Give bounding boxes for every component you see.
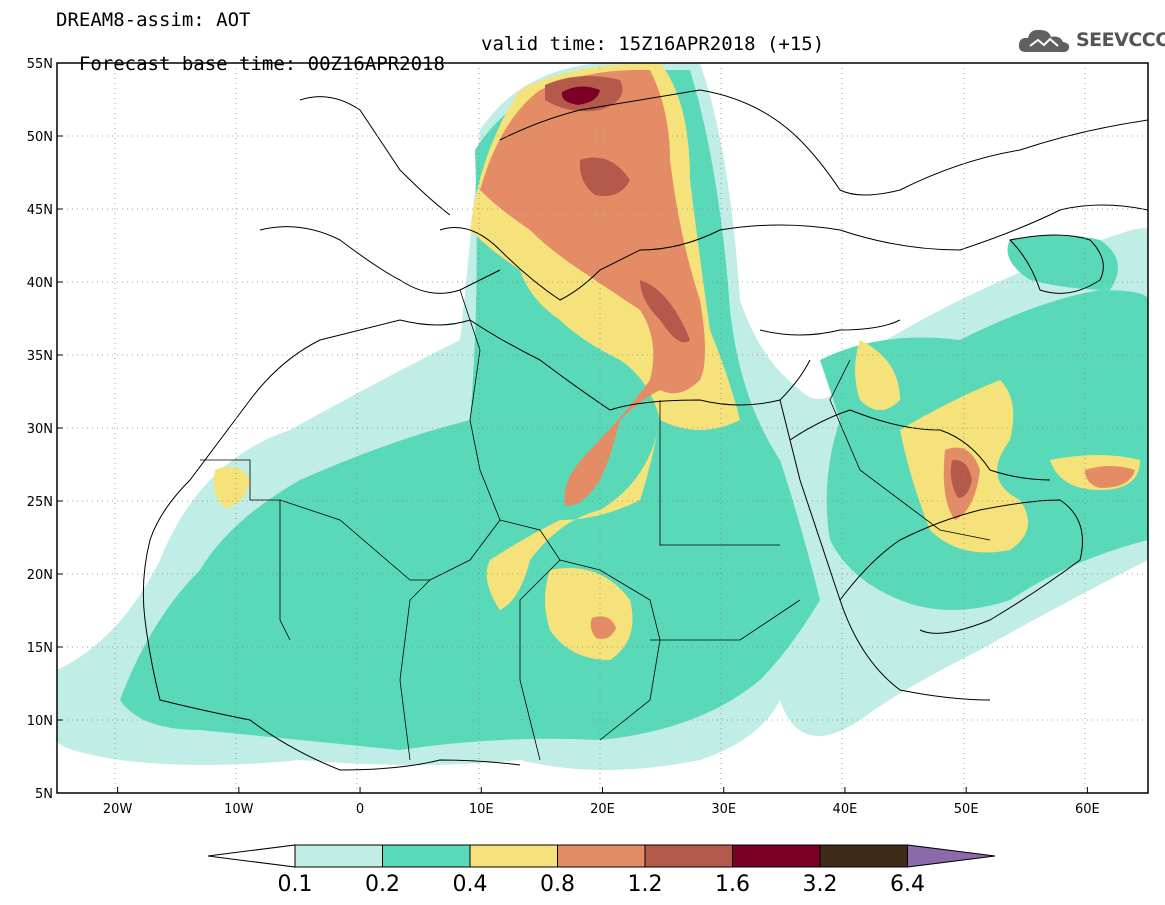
y-tick-label: 55N (27, 57, 53, 72)
valid-time: valid time: 15Z16APR2018 (+15) (481, 33, 825, 55)
colorbar-level-label: 0.1 (277, 872, 313, 897)
x-tick-label: 50E (954, 802, 979, 817)
y-tick-label: 40N (27, 276, 53, 291)
cloud-icon (1018, 29, 1070, 53)
figure-title: DREAM8-assim: AOT (56, 9, 251, 31)
x-tick-label: 10W (224, 802, 254, 817)
y-tick-label: 45N (27, 203, 53, 218)
coastlines (142, 89, 1148, 771)
colorbar-level-label: 1.6 (715, 872, 750, 897)
y-tick-label: 20N (27, 568, 53, 583)
x-tick-label: 0 (356, 802, 364, 817)
colorbar-level-label: 1.2 (627, 872, 663, 897)
x-tick-label: 20W (103, 802, 133, 817)
y-tick-label: 35N (27, 349, 53, 364)
y-tick-label: 10N (27, 714, 53, 729)
colorbar-level-label: 6.4 (890, 872, 925, 897)
x-tick-label: 30E (711, 802, 736, 817)
x-tick-label: 10E (469, 802, 494, 817)
y-tick-label: 15N (27, 641, 53, 656)
graticule (57, 63, 1148, 793)
colorbar-level-label: 0.2 (365, 872, 400, 897)
y-tick-label: 50N (27, 130, 53, 145)
logo-text: SEEVCCC (1076, 29, 1165, 51)
colorbar-level-label: 0.4 (452, 872, 488, 897)
country-borders (200, 289, 991, 761)
x-tick-label: 20E (590, 802, 615, 817)
base-time: Forecast base time: 00Z16APR2018 (78, 53, 445, 75)
x-tick-label: 60E (1075, 802, 1100, 817)
aot-band-1.6 (561, 86, 600, 105)
x-axis: 20W 10W 0 10E 20E 30E 40E 50E 60E (103, 787, 1100, 817)
x-tick-label: 40E (833, 802, 858, 817)
aot-fields (57, 63, 1148, 770)
y-axis: 5N 10N 15N 20N 25N 30N 35N 40N 45N 50N 55N (27, 57, 63, 802)
colorbar-level-label: 0.8 (540, 872, 575, 897)
y-tick-label: 5N (35, 787, 53, 802)
y-tick-label: 30N (27, 422, 53, 437)
seevccc-logo: SEEVCCC (1016, 26, 1165, 56)
forecast-times: Forecast base time: 00Z16APR2018 valid t… (56, 34, 824, 94)
colorbar-level-label: 3.2 (802, 872, 838, 897)
y-tick-label: 25N (27, 495, 53, 510)
